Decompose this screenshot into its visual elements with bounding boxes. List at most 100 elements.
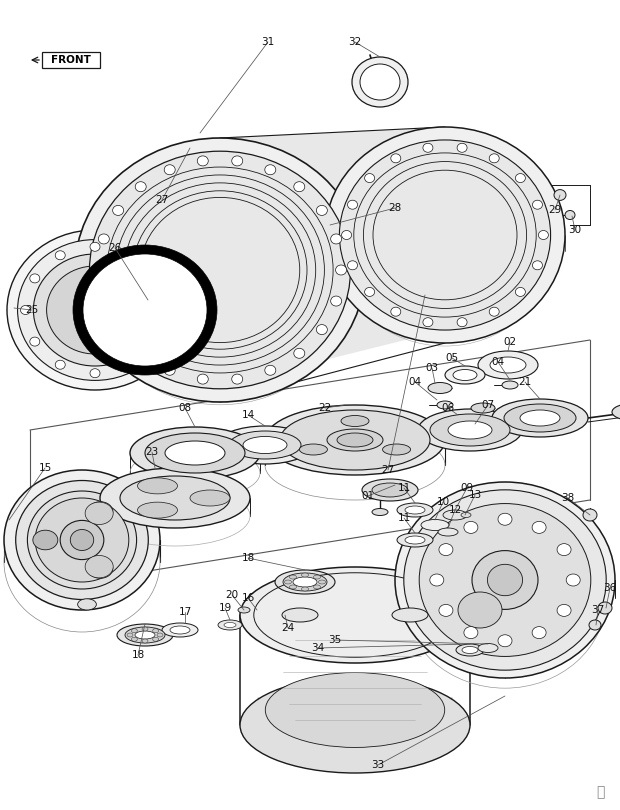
- Ellipse shape: [335, 265, 347, 275]
- Ellipse shape: [125, 627, 165, 643]
- Text: 35: 35: [329, 635, 342, 645]
- Text: 29: 29: [548, 205, 562, 215]
- Ellipse shape: [135, 631, 155, 639]
- Ellipse shape: [314, 575, 321, 579]
- Ellipse shape: [498, 635, 512, 646]
- Ellipse shape: [439, 544, 453, 556]
- Ellipse shape: [391, 154, 401, 163]
- Polygon shape: [42, 52, 100, 68]
- Ellipse shape: [85, 556, 113, 578]
- Ellipse shape: [301, 587, 309, 591]
- Text: 10: 10: [436, 497, 450, 507]
- Ellipse shape: [138, 502, 177, 518]
- Ellipse shape: [99, 234, 109, 244]
- Ellipse shape: [583, 509, 597, 521]
- Ellipse shape: [238, 607, 250, 613]
- Ellipse shape: [498, 514, 512, 525]
- Text: 20: 20: [226, 590, 239, 600]
- Ellipse shape: [502, 381, 518, 389]
- Ellipse shape: [419, 504, 591, 656]
- Ellipse shape: [489, 154, 499, 163]
- Ellipse shape: [135, 348, 146, 358]
- Ellipse shape: [365, 173, 374, 182]
- Ellipse shape: [138, 478, 177, 494]
- Ellipse shape: [319, 580, 326, 584]
- Ellipse shape: [461, 513, 471, 518]
- Ellipse shape: [462, 646, 478, 654]
- Ellipse shape: [75, 138, 365, 402]
- Ellipse shape: [395, 482, 615, 678]
- Text: 07: 07: [482, 400, 495, 410]
- Ellipse shape: [492, 399, 588, 437]
- Ellipse shape: [457, 318, 467, 326]
- Ellipse shape: [197, 374, 208, 384]
- Ellipse shape: [30, 337, 40, 346]
- Text: 01: 01: [361, 491, 374, 501]
- Text: 37: 37: [591, 605, 604, 615]
- Ellipse shape: [290, 575, 296, 579]
- Polygon shape: [220, 127, 445, 386]
- Ellipse shape: [20, 305, 30, 314]
- Ellipse shape: [453, 369, 477, 381]
- Ellipse shape: [341, 416, 369, 427]
- Ellipse shape: [372, 509, 388, 515]
- Text: 30: 30: [569, 225, 582, 235]
- Ellipse shape: [342, 231, 352, 240]
- Ellipse shape: [520, 410, 560, 426]
- Ellipse shape: [35, 498, 129, 582]
- Ellipse shape: [46, 266, 143, 354]
- Ellipse shape: [99, 296, 109, 306]
- Text: 08: 08: [179, 403, 192, 413]
- Ellipse shape: [515, 173, 525, 182]
- Ellipse shape: [190, 490, 230, 506]
- Text: FRONT: FRONT: [51, 55, 91, 65]
- Ellipse shape: [197, 156, 208, 166]
- Ellipse shape: [89, 151, 350, 389]
- Ellipse shape: [85, 502, 113, 525]
- Ellipse shape: [430, 414, 510, 446]
- Text: 22: 22: [319, 403, 332, 413]
- Ellipse shape: [456, 644, 484, 656]
- Text: 13: 13: [468, 490, 482, 500]
- Ellipse shape: [113, 325, 123, 335]
- Ellipse shape: [428, 382, 452, 394]
- Ellipse shape: [383, 444, 410, 455]
- Ellipse shape: [100, 468, 250, 528]
- Ellipse shape: [120, 476, 230, 520]
- Ellipse shape: [566, 574, 580, 586]
- Ellipse shape: [131, 629, 138, 633]
- Ellipse shape: [360, 64, 400, 100]
- Ellipse shape: [532, 522, 546, 533]
- Ellipse shape: [232, 374, 243, 384]
- Ellipse shape: [16, 480, 148, 599]
- Ellipse shape: [60, 520, 104, 560]
- Ellipse shape: [90, 242, 100, 251]
- Text: 21: 21: [518, 377, 531, 387]
- Ellipse shape: [423, 143, 433, 152]
- Ellipse shape: [391, 307, 401, 316]
- Text: 11: 11: [397, 483, 410, 493]
- Text: 34: 34: [311, 643, 325, 653]
- Text: 32: 32: [348, 37, 361, 47]
- Ellipse shape: [327, 429, 383, 451]
- Ellipse shape: [464, 627, 478, 638]
- Text: 24: 24: [281, 623, 294, 633]
- Ellipse shape: [421, 519, 449, 531]
- Ellipse shape: [392, 608, 428, 622]
- Ellipse shape: [17, 240, 172, 381]
- Ellipse shape: [164, 365, 175, 375]
- Ellipse shape: [150, 337, 160, 346]
- Ellipse shape: [504, 404, 576, 432]
- Ellipse shape: [438, 528, 458, 536]
- Ellipse shape: [94, 265, 104, 275]
- Ellipse shape: [443, 510, 467, 520]
- Ellipse shape: [471, 403, 495, 413]
- Text: 18: 18: [241, 553, 255, 563]
- Text: 23: 23: [145, 447, 159, 457]
- Ellipse shape: [224, 623, 236, 628]
- Ellipse shape: [478, 643, 498, 653]
- Ellipse shape: [145, 433, 245, 473]
- Ellipse shape: [88, 559, 113, 578]
- Ellipse shape: [348, 200, 358, 209]
- Ellipse shape: [439, 604, 453, 616]
